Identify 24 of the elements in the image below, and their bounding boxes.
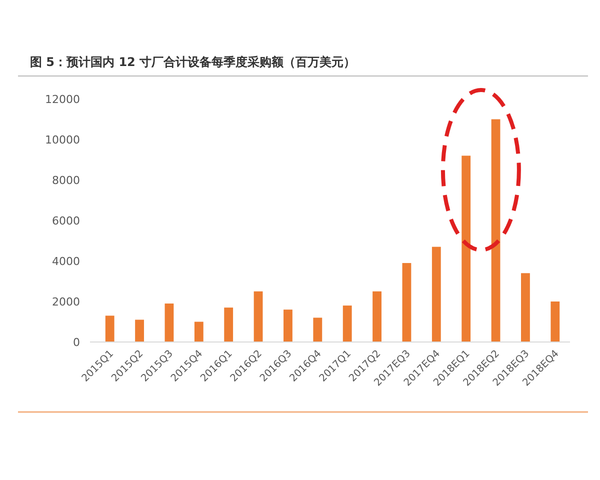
bar xyxy=(491,119,500,342)
bar xyxy=(372,291,382,342)
bar xyxy=(254,291,263,342)
bar xyxy=(550,302,560,342)
y-tick-label: 0 xyxy=(73,336,80,349)
bar xyxy=(164,304,174,342)
bar xyxy=(402,263,412,342)
bar xyxy=(105,316,114,342)
bar xyxy=(224,308,234,342)
bar xyxy=(521,273,530,342)
bar xyxy=(194,322,204,342)
chart-title: 图 5：预计国内 12 寸厂合计设备每季度采购额（百万美元） xyxy=(30,55,356,69)
y-tick-label: 12000 xyxy=(45,93,80,106)
bar xyxy=(284,310,292,342)
y-tick-label: 6000 xyxy=(52,214,80,228)
bar xyxy=(432,246,441,342)
y-tick-label: 2000 xyxy=(52,296,80,308)
y-tick-label: 4000 xyxy=(52,255,80,268)
y-tick-label: 8000 xyxy=(52,174,80,187)
bar xyxy=(462,156,471,342)
bar xyxy=(135,320,144,342)
y-tick-label: 10000 xyxy=(45,134,80,146)
bar xyxy=(342,306,352,342)
bar xyxy=(313,318,322,342)
